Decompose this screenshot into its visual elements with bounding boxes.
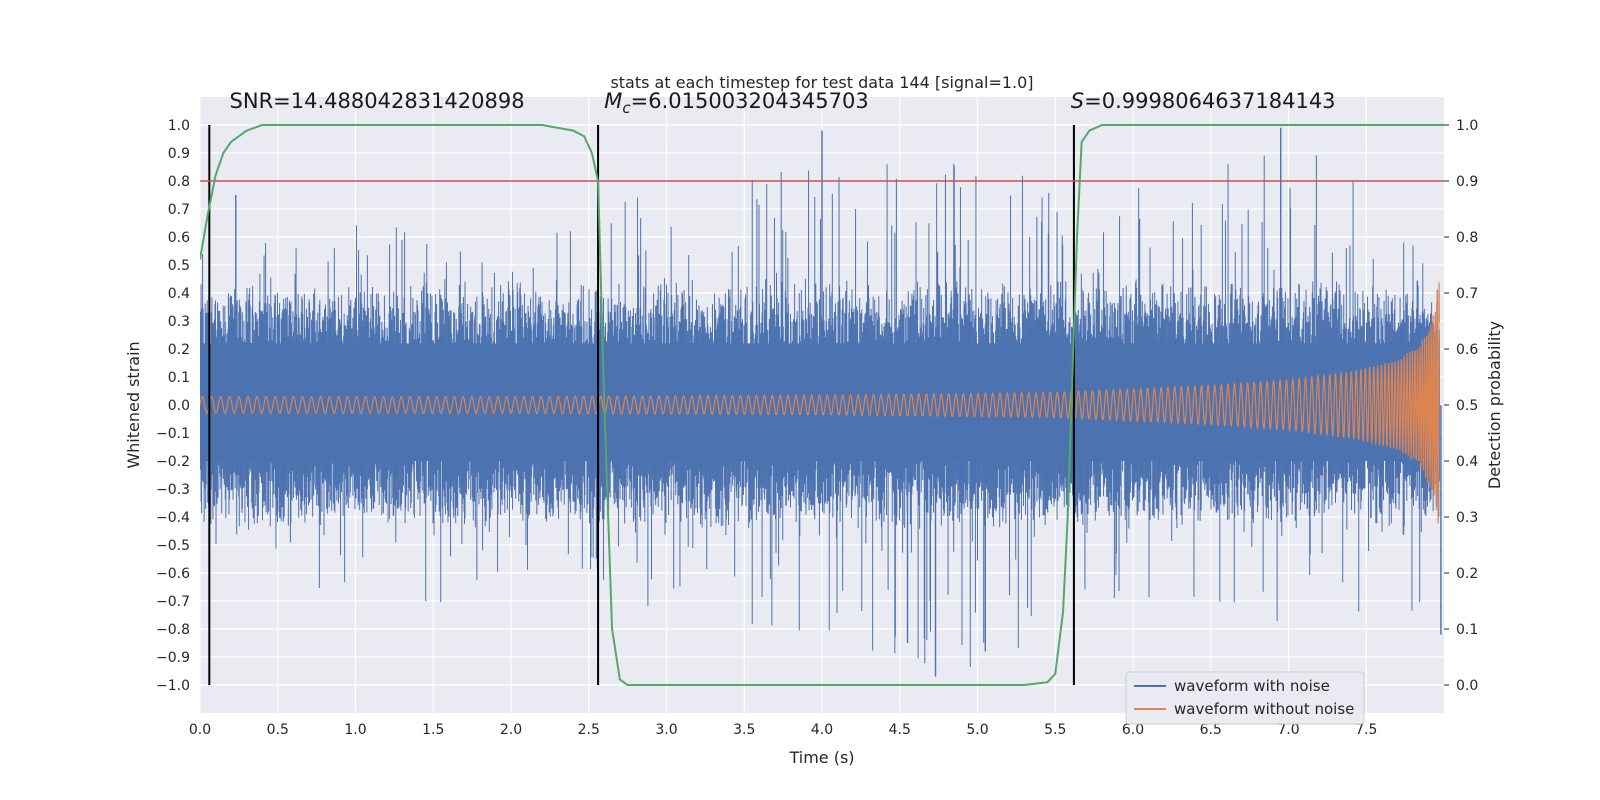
x-tick-label: 7.5 [1355, 722, 1377, 738]
y-tick-label: −0.7 [156, 594, 190, 610]
clean-trace [200, 282, 1440, 524]
y-tick-label: 0.4 [168, 286, 190, 302]
y2-tick-label: 1.0 [1456, 118, 1478, 134]
annotation-chirp-mass: Mc=6.015003204345703 [604, 89, 868, 117]
legend-label-clean: waveform without noise [1174, 700, 1354, 718]
y-tick-label: −1.0 [156, 678, 190, 694]
y-tick-label: 0.5 [168, 258, 190, 274]
y2-axis-ticks: 1.0 0.9 0.8 0.7 0.6 0.5 0.4 0.3 0.2 0.1 0.0 [1444, 118, 1478, 694]
annotation-snr: SNR=14.488042831420898 [230, 89, 525, 113]
y-tick-label: −0.1 [156, 426, 190, 442]
x-axis-label: Time (s) [788, 748, 854, 767]
series-detection-probability [200, 124, 1444, 686]
y2-tick-label: 0.9 [1456, 174, 1478, 190]
x-tick-label: 6.0 [1122, 722, 1144, 738]
y-tick-label: −0.9 [156, 650, 190, 666]
y-axis-label: Whitened strain [124, 341, 143, 468]
vertical-markers [208, 125, 1075, 685]
x-tick-label: 0.0 [189, 722, 211, 738]
y2-tick-label: 0.8 [1456, 230, 1478, 246]
y-tick-label: −0.6 [156, 566, 190, 582]
y-tick-label: 0.9 [168, 146, 190, 162]
y-tick-label: 0.0 [168, 398, 190, 414]
x-tick-label: 1.5 [422, 722, 444, 738]
y-tick-label: −0.5 [156, 538, 190, 554]
x-tick-label: 3.5 [733, 722, 755, 738]
legend-box [1125, 671, 1365, 725]
x-tick-label: 5.0 [966, 722, 988, 738]
y2-tick-label: 0.4 [1456, 454, 1478, 470]
x-tick-label: 7.0 [1277, 722, 1299, 738]
x-tick-label: 4.0 [811, 722, 833, 738]
y2-tick-label: 0.0 [1456, 678, 1478, 694]
y-tick-label: 0.1 [168, 370, 190, 386]
y-tick-label: 0.7 [168, 202, 190, 218]
y-tick-label: −0.4 [156, 510, 190, 526]
probability-line [200, 124, 1444, 686]
series-waveform-without-noise [200, 282, 1440, 524]
y-tick-label: −0.8 [156, 622, 190, 638]
y-tick-label: −0.2 [156, 454, 190, 470]
y2-tick-label: 0.5 [1456, 398, 1478, 414]
y-tick-label: −0.3 [156, 482, 190, 498]
legend: waveform with noise waveform without noi… [1125, 671, 1365, 725]
y2-tick-label: 0.1 [1456, 622, 1478, 638]
x-tick-label: 2.0 [500, 722, 522, 738]
noise-core-band [200, 343, 1440, 461]
x-tick-label: 2.5 [578, 722, 600, 738]
y2-tick-label: 0.2 [1456, 566, 1478, 582]
x-axis-ticks: 0.0 0.5 1.0 1.5 2.0 2.5 3.0 3.5 4.0 4.5 5.0 5.5 6.0 6… [189, 722, 1378, 738]
y2-tick-label: 0.3 [1456, 510, 1478, 526]
y2-tick-label: 0.7 [1456, 286, 1478, 302]
x-tick-label: 6.5 [1200, 722, 1222, 738]
annotations: SNR=14.488042831420898 Mc=6.015003204345… [230, 89, 1336, 117]
y2-axis-label: Detection probability [1485, 321, 1504, 489]
x-tick-label: 1.0 [344, 722, 366, 738]
y-tick-label: 0.3 [168, 314, 190, 330]
chart-title: stats at each timestep for test data 144… [610, 73, 1033, 92]
y2-tick-label: 0.6 [1456, 342, 1478, 358]
x-tick-label: 5.5 [1044, 722, 1066, 738]
y-tick-label: 1.0 [168, 118, 190, 134]
annotation-s: S=0.9998064637184143 [1071, 89, 1336, 113]
y-tick-label: 0.6 [168, 230, 190, 246]
legend-label-noise: waveform with noise [1174, 677, 1330, 695]
x-tick-label: 0.5 [267, 722, 289, 738]
y-tick-label: 0.8 [168, 174, 190, 190]
x-tick-label: 3.0 [655, 722, 677, 738]
x-tick-label: 4.5 [889, 722, 911, 738]
y-tick-label: 0.2 [168, 342, 190, 358]
y-axis-ticks: 1.0 0.9 0.8 0.7 0.6 0.5 0.4 0.3 0.2 0.1 0.0 −0.1 −0.… [156, 118, 190, 694]
